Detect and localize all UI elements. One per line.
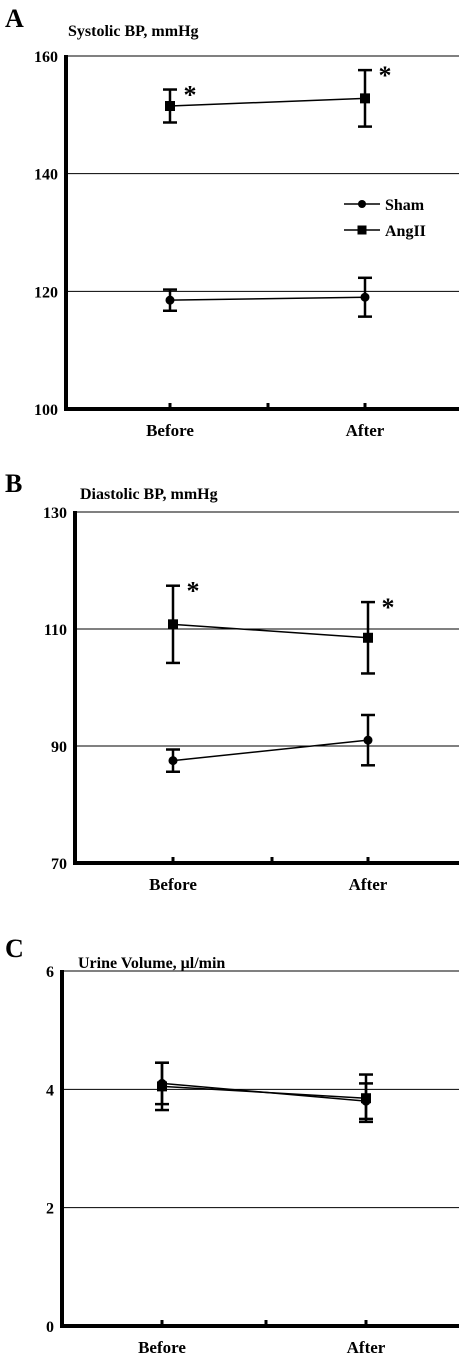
- y-tick-label: 100: [34, 402, 58, 419]
- significance-asterisk: *: [379, 61, 392, 90]
- legend-box: [338, 189, 459, 245]
- y-tick-label: 160: [34, 49, 58, 66]
- y-tick-label: 6: [46, 964, 54, 981]
- series-sham: [155, 1061, 373, 1121]
- series-line: [169, 97, 366, 107]
- significance-asterisk: *: [187, 577, 200, 606]
- x-category-label: Before: [138, 1338, 186, 1357]
- x-category-label: After: [346, 421, 385, 440]
- series-line: [161, 1085, 367, 1099]
- y-tick-label: 4: [46, 1082, 54, 1099]
- panel-letter: A: [5, 4, 24, 33]
- legend-marker-square: [357, 225, 367, 235]
- series-line: [172, 623, 369, 639]
- panel-letter: B: [5, 469, 22, 498]
- series-line: [169, 296, 366, 301]
- chart-panel-a: A Systolic BP, mmHg 100 120 140 160 Before Afte…: [5, 4, 459, 440]
- chart-panel-c: C Urine Volume, μl/min 0 2 4 6 Before After: [5, 934, 459, 1357]
- y-tick-label: 140: [34, 167, 58, 184]
- y-tick-label: 110: [44, 622, 67, 639]
- data-point-circle: [363, 735, 373, 745]
- series-line: [172, 739, 369, 762]
- x-category-label: After: [347, 1338, 386, 1357]
- y-tick-label: 70: [51, 856, 67, 873]
- y-tick-label: 2: [46, 1201, 54, 1218]
- series-angii: **: [166, 577, 395, 675]
- legend-marker-circle: [358, 200, 366, 208]
- chart-panel-b: B Diastolic BP, mmHg 70 90 110 130 Before After…: [5, 469, 459, 894]
- chart-title: Systolic BP, mmHg: [68, 23, 199, 40]
- data-point-square: [360, 93, 370, 104]
- legend-label: Sham: [385, 197, 425, 214]
- series-angii: **: [163, 61, 392, 128]
- data-point-circle: [168, 756, 178, 766]
- chart-title: Urine Volume, μl/min: [78, 955, 225, 972]
- significance-asterisk: *: [184, 81, 197, 110]
- y-tick-label: 0: [46, 1319, 54, 1336]
- x-category-label: Before: [146, 421, 194, 440]
- y-tick-label: 120: [34, 284, 58, 301]
- chart-title: Diastolic BP, mmHg: [80, 486, 218, 503]
- data-point-square: [168, 619, 178, 630]
- y-tick-label: 130: [43, 505, 67, 522]
- data-point-square: [361, 1093, 371, 1104]
- series-sham: [163, 276, 372, 318]
- panel-letter: C: [5, 934, 24, 963]
- legend: Sham AngII: [338, 189, 459, 245]
- x-category-label: Before: [149, 875, 197, 894]
- data-point-circle: [360, 292, 370, 302]
- x-category-label: After: [349, 875, 388, 894]
- series-angii: [155, 1061, 373, 1124]
- data-point-square: [363, 632, 373, 643]
- significance-asterisk: *: [382, 593, 395, 622]
- series-sham: [166, 713, 375, 773]
- y-tick-label: 90: [51, 739, 67, 756]
- data-point-square: [165, 101, 175, 112]
- data-point-circle: [165, 295, 175, 305]
- legend-label: AngII: [385, 223, 426, 240]
- data-point-square: [157, 1081, 167, 1092]
